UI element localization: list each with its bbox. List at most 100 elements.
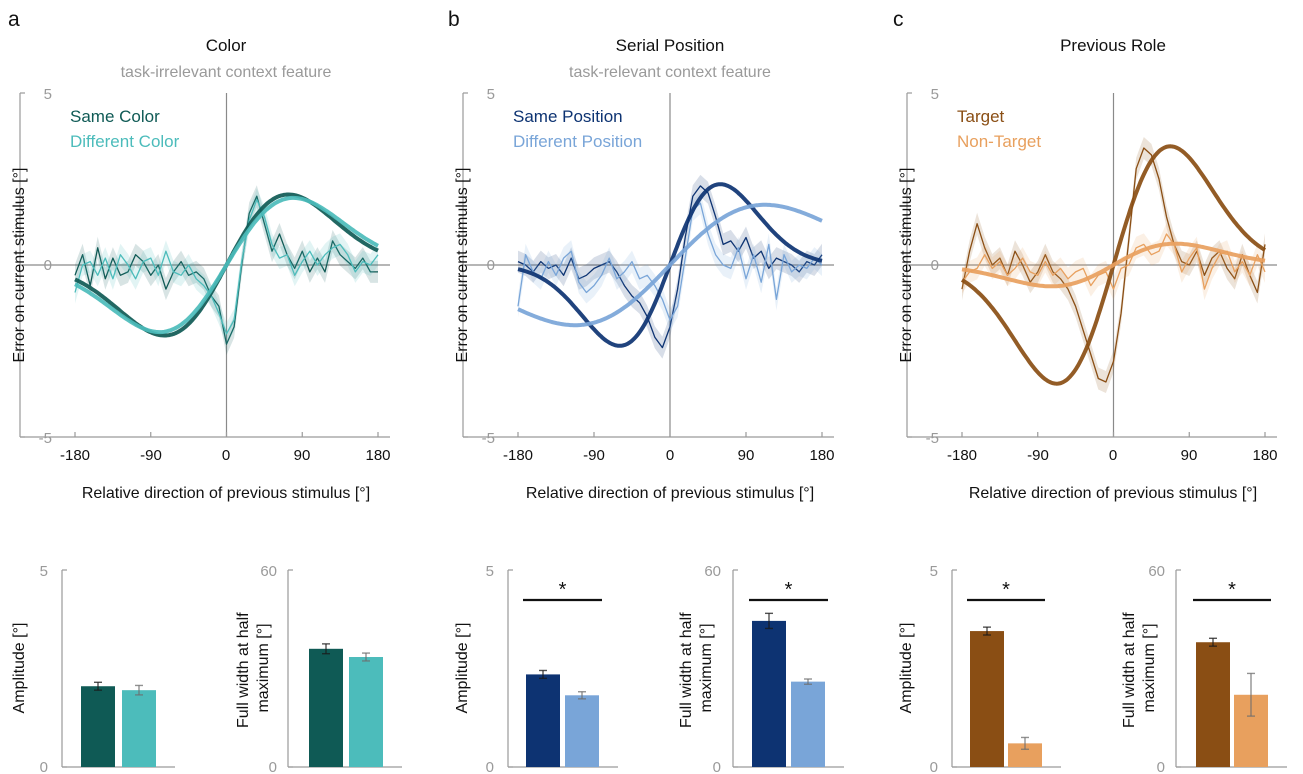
x-tick-label: 0 [666,447,674,464]
x-axis-label: Relative direction of previous stimulus … [969,485,1257,502]
y-axis-label-line2: maximum [°] [255,623,272,712]
x-axis-label: Relative direction of previous stimulus … [82,485,370,502]
y-tick-label: 60 [704,563,721,580]
x-tick-label: 90 [294,447,311,464]
bar [565,695,599,767]
chart-title: Serial Position [616,36,725,55]
y-tick-label: 0 [931,257,939,274]
line-chart-b: Serial Position task-relevant context fe… [454,36,835,502]
legend-entry-different: Different Position [513,132,642,151]
line-chart-a: Color task-irrelevant context feature Er… [11,36,391,502]
panel-letter-a: a [8,8,20,31]
raw-data-line [961,147,1266,383]
bar [1196,642,1230,767]
plot-area: * [1175,569,1287,768]
panel-letter-b: b [448,8,460,31]
y-axis-label-line1: Full width at half [678,612,695,728]
bar-chart-a-fwhm: Full width at half maximum [°] 60 0 [235,563,402,774]
y-tick-label: 5 [40,563,48,580]
x-tick-label: 180 [809,447,834,464]
significance-star: * [1228,579,1236,601]
y-tick-label: 0 [44,257,52,274]
y-tick-label: 0 [269,759,277,774]
y-axis-label-line1: Full width at half [1121,612,1138,728]
raw-data-line [961,233,1266,290]
bar-chart-b-amplitude: * Amplitude [°] 5 0 [454,563,618,774]
x-tick-label: -180 [60,447,90,464]
y-axis-label-line2: maximum [°] [1141,623,1158,712]
bar [970,631,1004,767]
y-axis-label: Amplitude [°] [454,623,471,714]
x-tick-label: 90 [738,447,755,464]
x-tick-label: -180 [947,447,977,464]
x-tick-label: -90 [1027,447,1049,464]
x-tick-label: 180 [365,447,390,464]
significance-star: * [559,579,567,601]
y-axis-label: Amplitude [°] [11,623,28,714]
bar [1008,743,1042,767]
plot-area [287,569,402,768]
raw-data-line [74,198,379,335]
legend-entry-same: Same Position [513,107,623,126]
error-band [518,192,822,331]
y-tick-label: -5 [926,430,939,447]
error-band [75,188,378,345]
y-tick-label: 0 [486,759,494,774]
y-tick-label: 5 [930,563,938,580]
y-tick-label: 60 [1148,563,1165,580]
bar [122,690,156,767]
x-tick-label: -90 [583,447,605,464]
chart-subtitle: task-relevant context feature [569,64,771,81]
y-tick-label: 5 [931,86,939,103]
legend-entry-nontarget: Non-Target [957,132,1041,151]
bar-chart-b-fwhm: * Full width at half maximum [°] 60 0 [678,563,844,774]
y-tick-label: 0 [40,759,48,774]
bar [349,657,383,767]
legend-entry-target: Target [957,107,1005,126]
y-tick-label: 0 [930,759,938,774]
x-tick-label: 180 [1252,447,1277,464]
plot-area [61,569,175,768]
legend-entry-same: Same Color [70,107,160,126]
y-tick-label: 5 [44,86,52,103]
y-tick-label: 0 [713,759,721,774]
plot-area [19,92,390,438]
chart-title: Color [206,36,247,55]
y-axis-label-line1: Full width at half [235,612,252,728]
y-tick-label: 0 [1157,759,1165,774]
error-band [962,223,1265,301]
bar [526,674,560,767]
y-tick-label: 5 [486,563,494,580]
bar-chart-c-amplitude: * Amplitude [°] 5 0 [898,563,1061,774]
plot-area: * [732,569,844,768]
y-tick-label: -5 [39,430,52,447]
legend-entry-different: Different Color [70,132,180,151]
plot-area: * [951,569,1061,768]
bar-chart-a-amplitude: Amplitude [°] 5 0 [11,563,175,774]
y-axis-label: Full width at half maximum [°] [678,608,715,728]
y-axis-label: Error on current stimulus [°] [454,168,471,363]
chart-subtitle: task-irrelevant context feature [121,64,332,81]
y-tick-label: 0 [487,257,495,274]
fit-curve [961,241,1266,289]
bar [752,620,786,767]
chart-title: Previous Role [1060,36,1166,55]
plot-area [906,92,1277,438]
y-tick-label: -5 [482,430,495,447]
panel-letter-c: c [893,8,904,31]
y-tick-label: 60 [260,563,277,580]
error-band [518,174,822,359]
x-tick-label: -180 [503,447,533,464]
fit-curve [74,195,379,335]
x-tick-label: 90 [1181,447,1198,464]
raw-data-line [517,202,823,321]
y-axis-label: Full width at half maximum [°] [235,608,272,728]
y-tick-label: 5 [487,86,495,103]
raw-data-line [74,195,378,345]
bar [791,681,825,767]
y-axis-label: Amplitude [°] [898,623,915,714]
y-axis-label: Full width at half maximum [°] [1121,608,1158,728]
x-tick-label: 0 [222,447,230,464]
plot-area [462,92,834,438]
bar-chart-c-fwhm: * Full width at half maximum [°] 60 0 [1121,563,1287,774]
